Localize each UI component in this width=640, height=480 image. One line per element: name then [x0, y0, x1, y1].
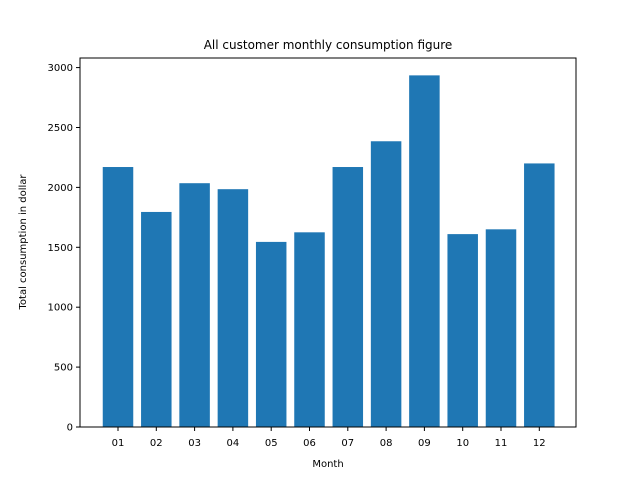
- bar-05: [255, 241, 287, 427]
- y-tick-label: 0: [67, 423, 73, 434]
- y-tick-label: 2000: [48, 183, 73, 194]
- bar-04: [217, 189, 249, 427]
- y-tick-label: 2500: [48, 123, 73, 134]
- chart-title: All customer monthly consumption figure: [204, 38, 453, 52]
- x-tick-label: 12: [533, 438, 546, 449]
- x-tick-label: 11: [495, 438, 508, 449]
- x-tick-label: 04: [227, 438, 240, 449]
- bar-01: [102, 167, 134, 427]
- x-tick-label: 07: [341, 438, 354, 449]
- bar-series: [102, 75, 555, 428]
- x-axis-label: Month: [312, 459, 343, 470]
- y-tick-label: 1000: [48, 303, 73, 314]
- x-axis-ticks: 01 02 03 04 05 06 07 08 09 10 11 12: [112, 427, 546, 449]
- y-axis-ticks: 0 500 1000 1500 2000 2500 3000: [48, 63, 80, 434]
- x-tick-label: 06: [303, 438, 316, 449]
- x-tick-label: 10: [456, 438, 469, 449]
- bar-10: [447, 234, 478, 427]
- bar-02: [141, 211, 172, 427]
- x-tick-label: 02: [150, 438, 163, 449]
- bar-12: [524, 163, 555, 427]
- x-tick-label: 05: [265, 438, 278, 449]
- bar-06: [294, 232, 325, 427]
- bar-09: [409, 75, 440, 428]
- x-tick-label: 03: [188, 438, 201, 449]
- bar-08: [370, 141, 402, 427]
- y-tick-label: 3000: [48, 63, 73, 74]
- plot-area-frame: [79, 57, 577, 428]
- bar-03: [179, 183, 210, 427]
- y-tick-label: 500: [54, 363, 73, 374]
- y-tick-label: 1500: [48, 243, 73, 254]
- y-axis-label: Total consumption in dollar: [18, 174, 29, 311]
- bar-07: [332, 167, 364, 427]
- x-tick-label: 08: [380, 438, 393, 449]
- bar-11: [485, 229, 517, 427]
- x-tick-label: 09: [418, 438, 431, 449]
- x-tick-label: 01: [112, 438, 125, 449]
